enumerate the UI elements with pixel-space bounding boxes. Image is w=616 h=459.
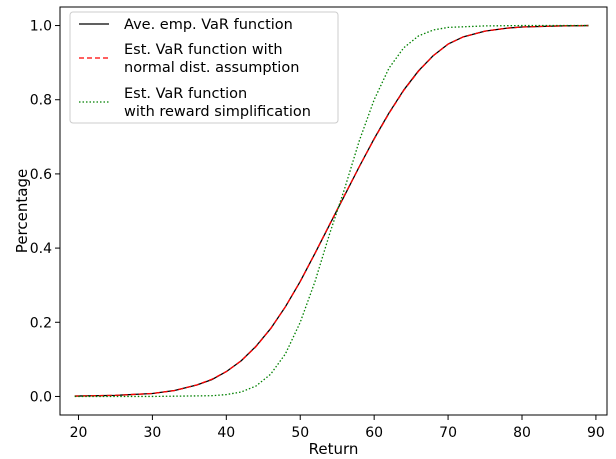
legend-label-1: Ave. emp. VaR function: [124, 17, 293, 33]
y-tick-label: 0.2: [30, 315, 52, 331]
x-tick-label: 60: [365, 425, 383, 441]
x-tick-label: 70: [439, 425, 457, 441]
legend-box: [69, 11, 339, 124]
series-line-2: [74, 24, 589, 397]
x-tick-label: 80: [513, 425, 531, 441]
x-tick-label: 40: [217, 425, 235, 441]
x-axis-label: Return: [309, 440, 359, 458]
x-tick-label: 20: [70, 425, 88, 441]
y-axis-ticks: 0.0 0.2 0.4 0.6 0.8 1.0: [30, 19, 60, 405]
series-line-3: [74, 24, 589, 398]
y-tick-label: 0.8: [30, 93, 52, 109]
y-tick-label: 1.0: [30, 19, 52, 35]
legend-label-3: Est. VaR function with reward simplificat…: [124, 86, 311, 120]
x-tick-label: 50: [291, 425, 309, 441]
y-tick-label: 0.0: [30, 389, 52, 405]
y-tick-label: 0.4: [30, 241, 52, 257]
legend-label-2: Est. VaR function with normal dist. assum…: [124, 42, 299, 76]
y-axis-label: Percentage: [13, 169, 31, 253]
y-tick-label: 0.6: [30, 167, 52, 183]
x-axis-ticks: 20 30 40 50 60 70 80 90: [70, 415, 605, 441]
legend: Ave. emp. VaR function Est. VaR function …: [69, 11, 339, 124]
series-layer: [74, 24, 589, 398]
x-tick-label: 30: [143, 425, 161, 441]
x-tick-label: 90: [587, 425, 605, 441]
